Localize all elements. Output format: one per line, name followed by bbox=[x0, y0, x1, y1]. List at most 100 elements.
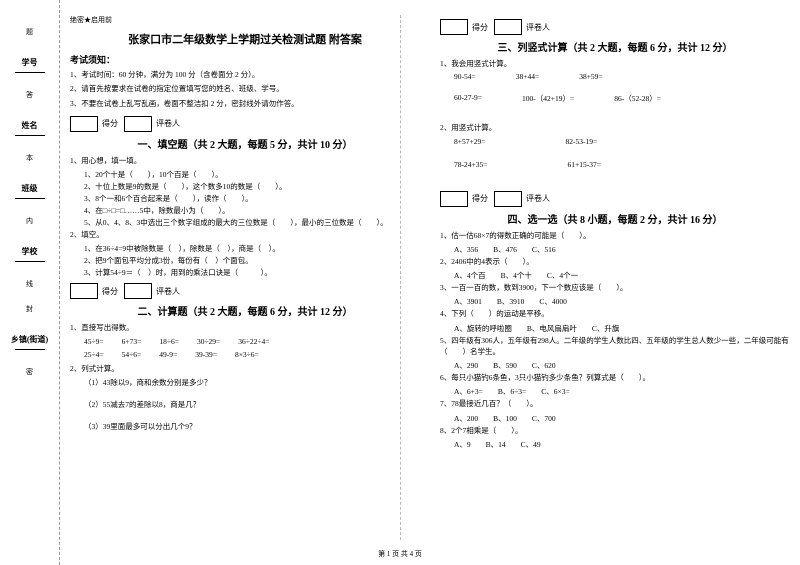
score-row: 得分 评卷人 bbox=[440, 191, 790, 207]
margin-mark: 密 bbox=[25, 368, 35, 377]
reviewer-label: 评卷人 bbox=[526, 22, 550, 33]
margin-mark: 线 bbox=[25, 280, 35, 289]
calc: 36÷22÷4= bbox=[238, 337, 269, 346]
score-box bbox=[440, 191, 468, 207]
q2-item: 3、计算54÷9＝（ ）时，用到的乘法口诀是（ ）。 bbox=[84, 267, 420, 279]
score-row: 得分 评卷人 bbox=[440, 19, 790, 35]
calc: 39-39= bbox=[195, 350, 217, 359]
calc-row: 45÷9= 6+73= 18÷6= 30÷29= 36÷22÷4= bbox=[84, 337, 420, 346]
calc: 38+44= bbox=[516, 72, 539, 81]
reviewer-label: 评卷人 bbox=[156, 118, 180, 129]
calc-row: 60-27-9= 100-（42+19）= 86-（52-28）= bbox=[454, 93, 790, 104]
s3-q1: 1、我会用竖式计算。 bbox=[440, 58, 790, 69]
score-box bbox=[70, 116, 98, 132]
s2-q2: 2、列式计算。 bbox=[70, 363, 420, 374]
s4-opts: A、3901 B、3910 C、4000 bbox=[454, 296, 790, 308]
score-box bbox=[440, 19, 468, 35]
s2-q1: 1、直接写出得数。 bbox=[70, 322, 420, 333]
calc: 54÷6= bbox=[122, 350, 142, 359]
calc: 38+59= bbox=[579, 72, 602, 81]
q1: 1、用心想，填一填。 bbox=[70, 155, 420, 166]
notice-item: 1、考试时间：60 分钟，满分为 100 分（含卷面分 2 分）。 bbox=[70, 69, 420, 80]
notice-item: 2、请首先按要求在试卷的指定位置填写您的姓名、班级、学号。 bbox=[70, 83, 420, 94]
s4-item: 7、78最接近几百？（ ）。 bbox=[440, 398, 790, 409]
binding-margin: 题 学号 答 姓名 本 班级 内 学校 线 封 乡镇(街道) 密 bbox=[0, 0, 60, 565]
margin-field-id: 学号 bbox=[22, 57, 38, 68]
calc: 8+57+29= bbox=[454, 137, 485, 146]
calc: 49-9= bbox=[159, 350, 177, 359]
score-row: 得分 评卷人 bbox=[70, 283, 420, 299]
s4-opts: A、9 B、14 C、49 bbox=[454, 439, 790, 451]
margin-underline bbox=[15, 349, 45, 350]
secret-label: 绝密★启用前 bbox=[70, 15, 420, 25]
q1-item: 3、8个一和6个百合起来是（ ），读作（ ）。 bbox=[84, 193, 420, 205]
calc: 78-24+35= bbox=[454, 160, 487, 169]
s4-item: 5、四年级有306人，五年级有298人。二年级的学生人数比四、五年级的学生总人数… bbox=[440, 335, 790, 358]
score-label: 得分 bbox=[472, 193, 488, 204]
s4-opts: A、290 B、590 C、620 bbox=[454, 360, 790, 372]
calc: 60-27-9= bbox=[454, 93, 482, 104]
calc: 100-（42+19）= bbox=[522, 93, 574, 104]
score-row: 得分 评卷人 bbox=[70, 116, 420, 132]
q2-item: 1、在36÷4=9中被除数是（ ），除数是（ ），商是（ ）。 bbox=[84, 243, 420, 255]
margin-field-school: 学校 bbox=[22, 246, 38, 257]
score-box bbox=[70, 283, 98, 299]
reviewer-label: 评卷人 bbox=[526, 193, 550, 204]
q1-item: 4、在□÷□=□……5中，除数最小为（ ）。 bbox=[84, 205, 420, 217]
section-3-title: 三、列竖式计算（共 2 大题，每题 6 分，共计 12 分） bbox=[440, 39, 790, 54]
margin-mark: 内 bbox=[25, 217, 35, 226]
reviewer-box bbox=[124, 116, 152, 132]
s4-opts: A、4个百 B、4个十 C、4个一 bbox=[454, 270, 790, 282]
calc-row: 25÷4= 54÷6= 49-9= 39-39= 8×3÷6= bbox=[84, 350, 420, 359]
q1-item: 1、20个十是（ ），10个百是（ ）。 bbox=[84, 169, 420, 181]
score-label: 得分 bbox=[102, 118, 118, 129]
right-column: 得分 评卷人 三、列竖式计算（共 2 大题，每题 6 分，共计 12 分） 1、… bbox=[440, 15, 790, 560]
calc-row: 8+57+29= 82-53-19= bbox=[454, 137, 790, 146]
q2: 2、填空。 bbox=[70, 229, 420, 240]
s4-item: 3、一百一百的数，数到3900，下一个数应该是（ ）。 bbox=[440, 282, 790, 293]
margin-underline bbox=[15, 261, 45, 262]
s2-q2-item: （2）55减去7的差除以8，商是几？ bbox=[84, 399, 420, 411]
s2-q2-item: （3）39里面最多可以分出几个9？ bbox=[84, 421, 420, 433]
calc: 30÷29= bbox=[197, 337, 220, 346]
s4-opts: A、200 B、100 C、700 bbox=[454, 413, 790, 425]
calc: 8×3÷6= bbox=[235, 350, 259, 359]
margin-mark: 答 bbox=[25, 91, 35, 100]
s4-item: 8、2个7相乘是（ ）。 bbox=[440, 425, 790, 436]
section-1-title: 一、填空题（共 2 大题，每题 5 分，共计 10 分） bbox=[70, 136, 420, 151]
calc: 61+15-37= bbox=[567, 160, 600, 169]
margin-underline bbox=[15, 198, 45, 199]
q2-item: 2、把9个面包平均分成3份，每份有（ ）个面包。 bbox=[84, 255, 420, 267]
score-label: 得分 bbox=[472, 22, 488, 33]
margin-mark: 封 bbox=[25, 305, 35, 314]
margin-field-name: 姓名 bbox=[22, 120, 38, 131]
exam-title: 张家口市二年级数学上学期过关检测试题 附答案 bbox=[70, 31, 420, 47]
section-4-title: 四、选一选（共 8 小题，每题 2 分，共计 16 分） bbox=[440, 211, 790, 226]
q1-item: 5、从0、4、8、3中选出三个数字组成的最大的三位数是（ ），最小的三位数是（ … bbox=[84, 217, 420, 229]
s4-item: 4、下列（ ）的运动是平移。 bbox=[440, 308, 790, 319]
s4-item: 2、2406中的4表示（ ）。 bbox=[440, 256, 790, 267]
score-label: 得分 bbox=[102, 286, 118, 297]
calc: 90-54= bbox=[454, 72, 476, 81]
content-area: 绝密★启用前 张家口市二年级数学上学期过关检测试题 附答案 考试须知： 1、考试… bbox=[60, 0, 800, 565]
margin-underline bbox=[15, 72, 45, 73]
s2-q2-item: （1）43除以9，商和余数分别是多少？ bbox=[84, 377, 420, 389]
calc: 82-53-19= bbox=[565, 137, 597, 146]
exam-page: 题 学号 答 姓名 本 班级 内 学校 线 封 乡镇(街道) 密 绝密★启用前 … bbox=[0, 0, 800, 565]
calc: 6+73= bbox=[122, 337, 142, 346]
margin-mark: 本 bbox=[25, 154, 35, 163]
reviewer-box bbox=[124, 283, 152, 299]
s4-item: 1、估一估68×7的得数正确的可能是（ ）。 bbox=[440, 230, 790, 241]
margin-underline bbox=[15, 135, 45, 136]
calc: 45÷9= bbox=[84, 337, 104, 346]
margin-field-class: 班级 bbox=[22, 183, 38, 194]
margin-mark: 题 bbox=[25, 28, 35, 37]
s4-opts: A、6+3= B、6÷3= C、6×3= bbox=[454, 386, 790, 398]
notice-item: 3、不要在试卷上乱写乱画，卷面不整洁扣 2 分，密封线外请勿作答。 bbox=[70, 98, 420, 109]
calc: 18÷6= bbox=[159, 337, 179, 346]
calc: 86-（52-28）= bbox=[614, 93, 661, 104]
page-footer: 第 1 页 共 4 页 bbox=[0, 549, 800, 559]
s4-item: 6、每只小猫钓6条鱼，3只小猫钓多少条鱼？列算式是（ ）。 bbox=[440, 372, 790, 383]
notice-header: 考试须知： bbox=[70, 53, 420, 66]
margin-field-town: 乡镇(街道) bbox=[11, 334, 48, 345]
